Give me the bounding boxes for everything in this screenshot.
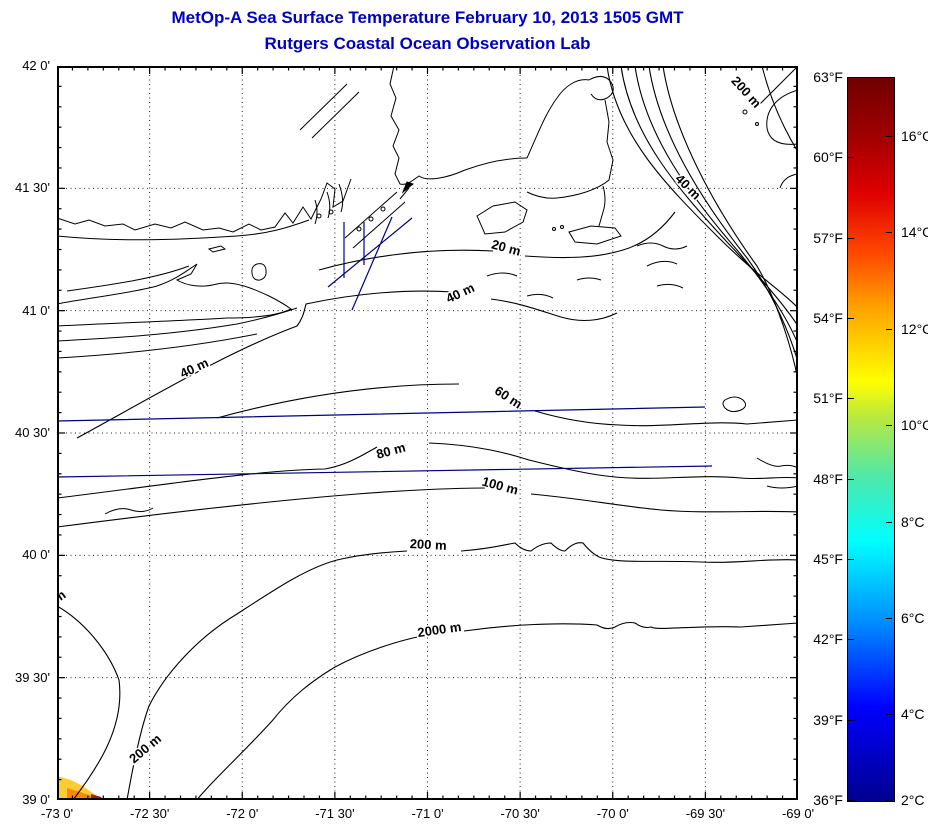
colorbar-c-tick [886, 328, 892, 330]
contour-label: 80 m [375, 440, 408, 462]
colorbar-c-label: 4°C [901, 706, 925, 723]
contour-label: 20 m [490, 237, 523, 259]
contour-label: 40 m [443, 280, 476, 306]
y-tick-label: 40 0' [22, 547, 50, 563]
figure-title: MetOp-A Sea Surface Temperature February… [171, 8, 684, 27]
x-tick-label: -70 30' [500, 806, 540, 821]
colorbar-c-tick [886, 521, 892, 523]
current-arrow-icon [401, 181, 415, 194]
colorbar-f-tick [848, 639, 854, 641]
y-tick-label: 41 30' [14, 180, 50, 196]
colorbar-f-label: 36°F [813, 792, 843, 808]
y-tick-label: 40 30' [14, 425, 50, 440]
x-tick-label: -71 30' [315, 806, 355, 821]
y-tick-label: 41 0' [22, 302, 50, 318]
colorbar-f-label: 54°F [813, 310, 843, 326]
colorbar-f-tick [848, 398, 854, 400]
x-tick-label: -70 0' [596, 806, 629, 821]
x-tick-label: -72 0' [226, 806, 259, 821]
transect-lines [56, 216, 713, 478]
colorbar-f-tick [848, 800, 854, 801]
colorbar-c-label: 12°C [901, 320, 928, 337]
colorbar-f-label: 48°F [813, 470, 843, 487]
x-tick-label: -69 0' [781, 806, 815, 821]
colorbar-f-tick [848, 77, 854, 78]
colorbar-f-tick [848, 559, 854, 560]
warm-sst-patch [57, 776, 103, 800]
colorbar-c-label: 10°C [901, 417, 928, 434]
contour-label: 200 m [728, 73, 764, 110]
figure-subtitle: Rutgers Coastal Ocean Observation Lab [264, 34, 591, 53]
colorbar-f-tick [848, 719, 854, 721]
x-tick-label: -69 30' [685, 806, 726, 821]
colorbar-f-label: 51°F [813, 390, 843, 407]
contour-label: 60 m [492, 383, 525, 412]
colorbar-f-label: 39°F [813, 711, 843, 728]
y-tick-label: 39 30' [14, 669, 50, 685]
colorbar-f-tick [848, 237, 854, 239]
colorbar-f-label: 57°F [813, 229, 843, 246]
y-tick-label: 39 0' [22, 792, 50, 807]
colorbar-f-label: 42°F [813, 631, 843, 648]
coastlines [56, 65, 799, 515]
colorbar-f-tick [848, 318, 854, 319]
colorbar-c-tick [886, 425, 892, 427]
colorbar-f-label: 45°F [813, 551, 843, 567]
colorbar-f-tick [848, 478, 854, 480]
contour-label: 100 m [480, 474, 520, 498]
colorbar-c-label: 8°C [901, 513, 925, 530]
y-tick-label: 42 0' [22, 58, 50, 73]
colorbar-c-label: 6°C [901, 609, 925, 626]
colorbar-c-tick [886, 714, 892, 716]
axes-frame [57, 66, 798, 800]
colorbar-c-tick [886, 800, 892, 801]
colorbar-c-label: 16°C [901, 127, 928, 144]
colorbar-f-label: 60°F [813, 149, 843, 166]
temperature-colorbar [847, 77, 895, 802]
colorbar-c-tick [886, 617, 892, 619]
contour-label: 40 m [177, 355, 210, 381]
colorbar-f-label: 63°F [813, 69, 843, 85]
bathymetry-contours [56, 65, 799, 801]
colorbar-c-label: 14°C [901, 224, 928, 241]
contour-label: 200 m [409, 536, 447, 553]
x-tick-label: -73 0' [40, 806, 74, 821]
x-tick-label: -72 30' [129, 806, 170, 821]
colorbar-c-tick [886, 135, 892, 137]
contour-label: 2000 m [416, 619, 462, 640]
colorbar-c-tick [886, 232, 892, 234]
colorbar-f-tick [848, 157, 854, 159]
x-tick-label: -71 0' [411, 806, 444, 821]
contour-label: 200 m [126, 731, 164, 766]
colorbar-c-label: 2°C [901, 792, 925, 808]
